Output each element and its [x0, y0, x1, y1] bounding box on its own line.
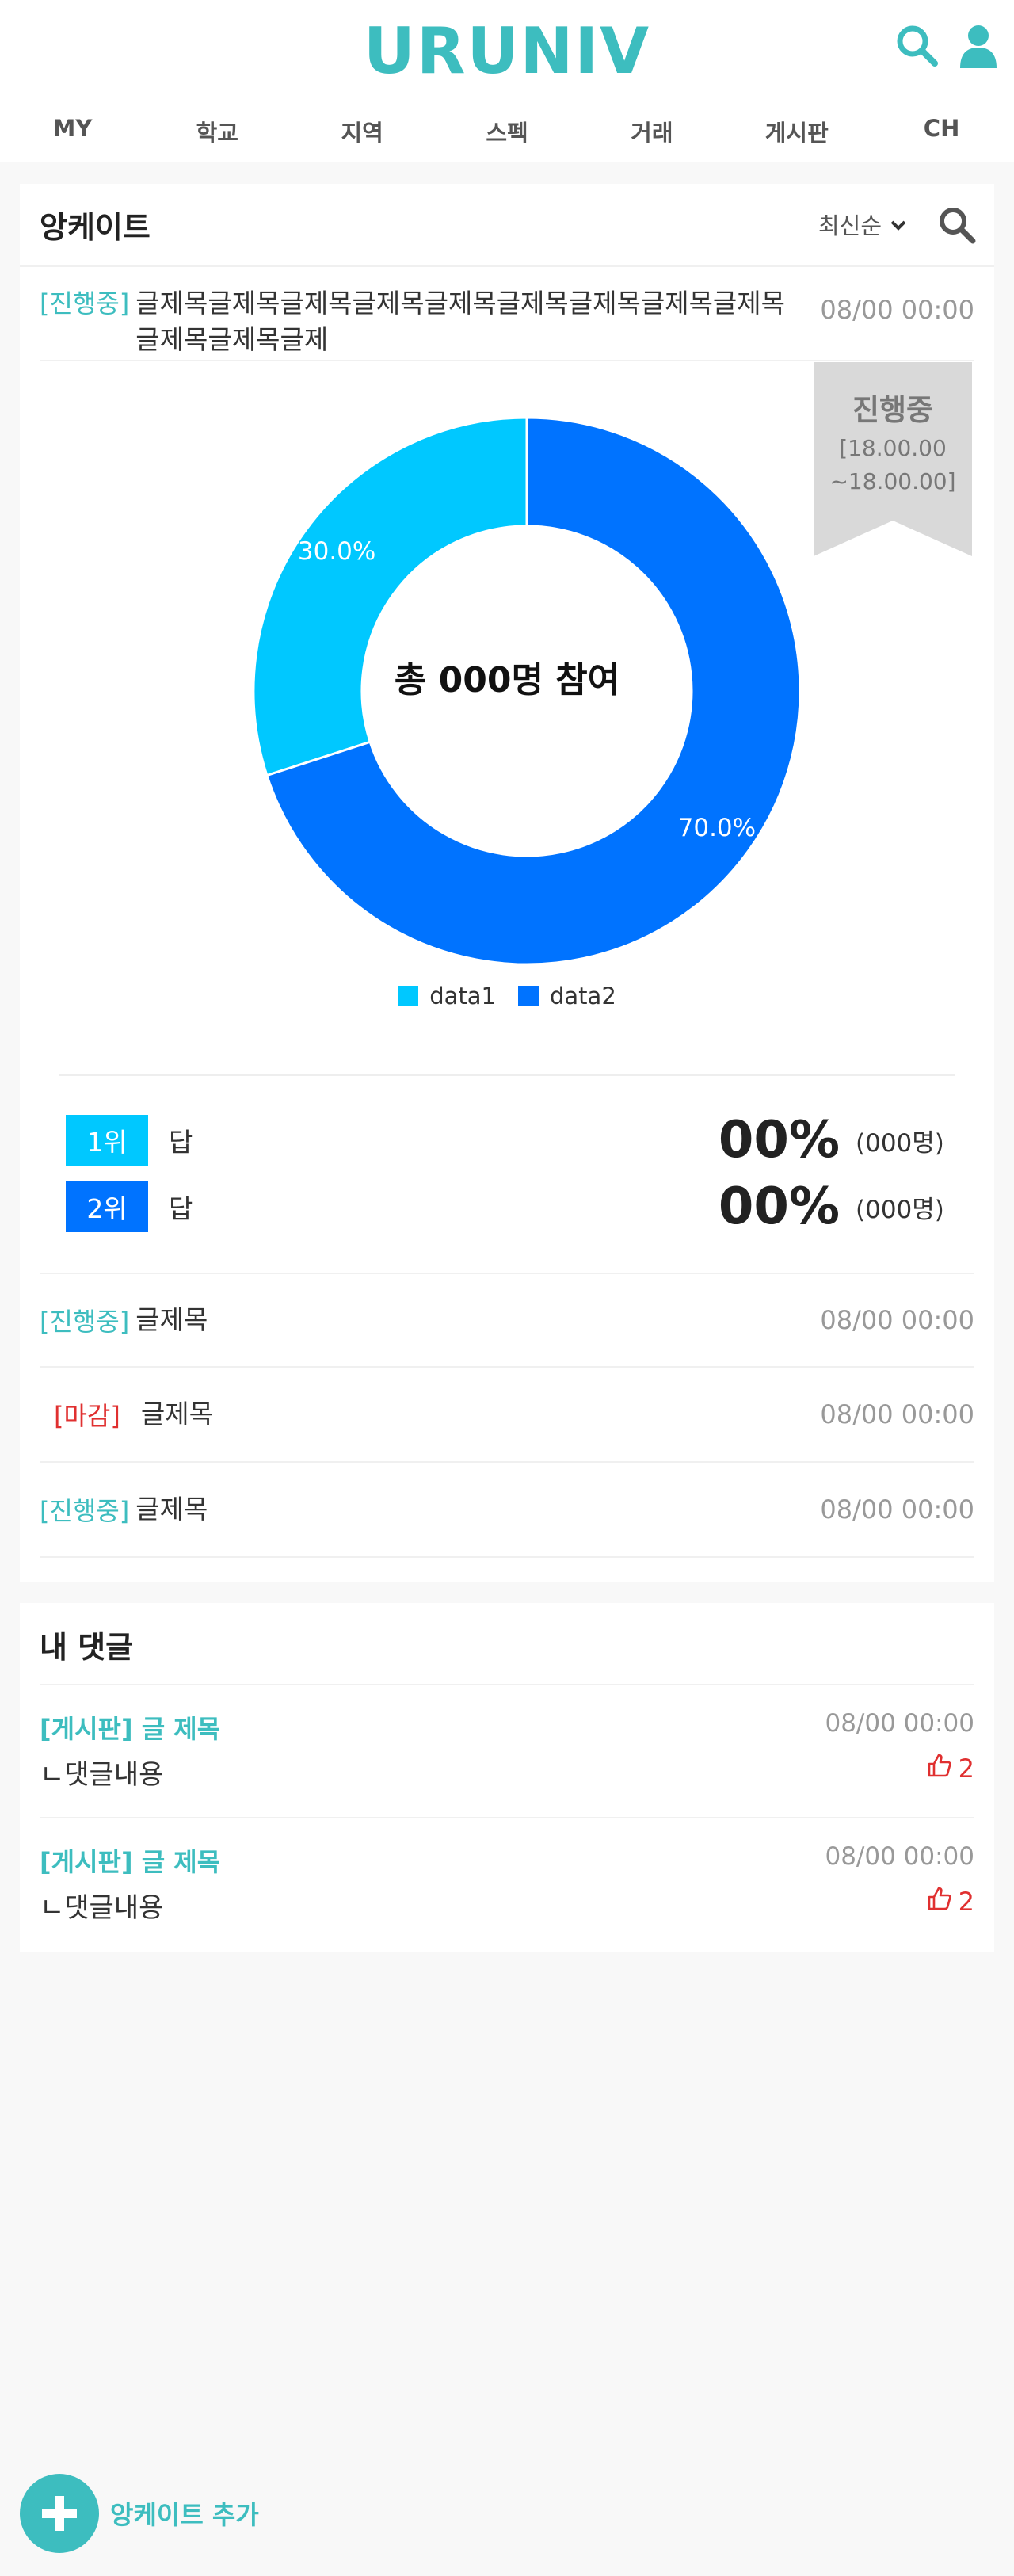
post-date: 08/00 00:00: [820, 1399, 974, 1429]
sort-dropdown[interactable]: 최신순: [818, 208, 907, 241]
list-item[interactable]: [마감] 글제목 08/00 00:00: [40, 1368, 974, 1463]
like-count-value: 2: [958, 1887, 974, 1917]
comment-body: ㄴ댓글내용: [40, 1759, 164, 1791]
nav-item-region[interactable]: 지역: [341, 120, 383, 147]
nav-item-school[interactable]: 학교: [196, 120, 238, 147]
sort-label: 최신순: [818, 212, 882, 239]
legend-item-data2[interactable]: data2: [518, 983, 616, 1009]
thumbs-up-icon: [927, 1886, 952, 1918]
ribbon-status: 진행중: [852, 393, 934, 427]
nav-item-ch[interactable]: CH: [923, 115, 960, 142]
comment-post-title[interactable]: [게시판] 글 제목: [40, 1847, 221, 1877]
survey-card: 앙케이트 최신순 [진행중] 글제목글제목글제목글제목글제목글제목글제목글제목글…: [20, 184, 994, 1582]
add-survey-button[interactable]: 앙케이트 추가: [20, 2474, 259, 2553]
divider: [59, 1074, 955, 1076]
plus-icon: [20, 2474, 99, 2553]
post-title: 글제목: [135, 1494, 208, 1525]
legend-label: data2: [550, 983, 616, 1009]
pie-label-data2: 70.0%: [678, 814, 756, 842]
rank-count: (000명): [856, 1128, 944, 1158]
pie-slice-data1[interactable]: [252, 416, 528, 777]
add-survey-label: 앙케이트 추가: [110, 2500, 259, 2530]
legend-item-data1[interactable]: data1: [398, 983, 496, 1009]
status-badge: [진행중]: [40, 1307, 130, 1337]
nav-item-board[interactable]: 게시판: [764, 120, 829, 147]
user-icon[interactable]: [959, 24, 998, 68]
legend-label: data1: [429, 983, 496, 1009]
donut-chart: 30.0% 70.0%: [234, 398, 820, 984]
chart-legend: data1 data2: [20, 983, 994, 1009]
logo[interactable]: URUNIV: [363, 14, 651, 88]
participant-total: 총 000명 참여: [394, 660, 620, 700]
list-item[interactable]: [진행중] 글제목 08/00 00:00: [40, 1273, 974, 1368]
rank-percent: 00%: [718, 1111, 840, 1170]
rank-answer: 답: [169, 1193, 193, 1224]
comment-date: 08/00 00:00: [825, 1842, 974, 1871]
ribbon-range-start: [18.00.00: [839, 435, 947, 461]
post-date: 08/00 00:00: [820, 1305, 974, 1335]
survey-title: 앙케이트: [40, 210, 151, 245]
nav-item-trade[interactable]: 거래: [631, 120, 673, 147]
like-count-value: 2: [958, 1754, 974, 1784]
nav-item-my[interactable]: MY: [52, 115, 93, 142]
status-badge: [진행중]: [40, 288, 130, 319]
pie-slice-data2[interactable]: [265, 416, 802, 966]
search-icon[interactable]: [937, 205, 977, 248]
chevron-down-icon: [890, 211, 907, 238]
rank-row-2: 2위 답 00% (000명): [66, 1177, 951, 1236]
post-title: 글제목글제목글제목글제목글제목글제목글제목글제목글제목글제목글제목글제: [135, 288, 786, 355]
status-badge: [마감]: [54, 1401, 120, 1431]
list-item[interactable]: [진행중] 글제목 08/00 00:00: [40, 1463, 974, 1558]
ribbon-range-end: ~18.00.00]: [829, 468, 956, 494]
rank-percent: 00%: [718, 1177, 840, 1236]
legend-swatch: [518, 986, 539, 1006]
comment-date: 08/00 00:00: [825, 1709, 974, 1738]
comment-body: ㄴ댓글내용: [40, 1892, 164, 1924]
like-count[interactable]: 2: [927, 1753, 974, 1784]
status-ribbon: 진행중 [18.00.00 ~18.00.00]: [814, 362, 972, 556]
app-header: URUNIV MY 학교 지역 스펙 거래 게시판 CH: [0, 0, 1014, 162]
like-count[interactable]: 2: [927, 1886, 974, 1918]
pie-label-data1: 30.0%: [298, 537, 375, 566]
rank-answer: 답: [169, 1127, 193, 1158]
rank-badge: 1위: [66, 1115, 148, 1166]
post-title: 글제목: [140, 1399, 213, 1429]
legend-swatch: [398, 986, 419, 1006]
comment-item[interactable]: [게시판] 글 제목 08/00 00:00 ㄴ댓글내용 2: [40, 1684, 974, 1817]
thumbs-up-icon: [927, 1753, 952, 1784]
ribbon-range: [18.00.00 ~18.00.00]: [814, 432, 972, 498]
list-item[interactable]: [진행중] 글제목글제목글제목글제목글제목글제목글제목글제목글제목글제목글제목글…: [40, 273, 974, 361]
post-date: 08/00 00:00: [820, 1494, 974, 1525]
main-nav: MY 학교 지역 스펙 거래 게시판 CH: [0, 115, 1014, 148]
comment-item[interactable]: [게시판] 글 제목 08/00 00:00 ㄴ댓글내용 2: [40, 1817, 974, 1950]
my-comments-card: 내 댓글 [게시판] 글 제목 08/00 00:00 ㄴ댓글내용 2 [게시판…: [20, 1603, 994, 1952]
rank-badge: 2위: [66, 1181, 148, 1232]
post-title: 글제목: [135, 1304, 208, 1335]
comment-post-title[interactable]: [게시판] 글 제목: [40, 1714, 221, 1744]
post-date: 08/00 00:00: [820, 295, 974, 325]
search-icon[interactable]: [895, 24, 940, 68]
comments-title: 내 댓글: [40, 1630, 134, 1665]
nav-item-spec[interactable]: 스펙: [486, 120, 528, 147]
status-badge: [진행중]: [40, 1496, 130, 1526]
rank-row-1: 1위 답 00% (000명): [66, 1111, 951, 1170]
rank-count: (000명): [856, 1195, 944, 1224]
